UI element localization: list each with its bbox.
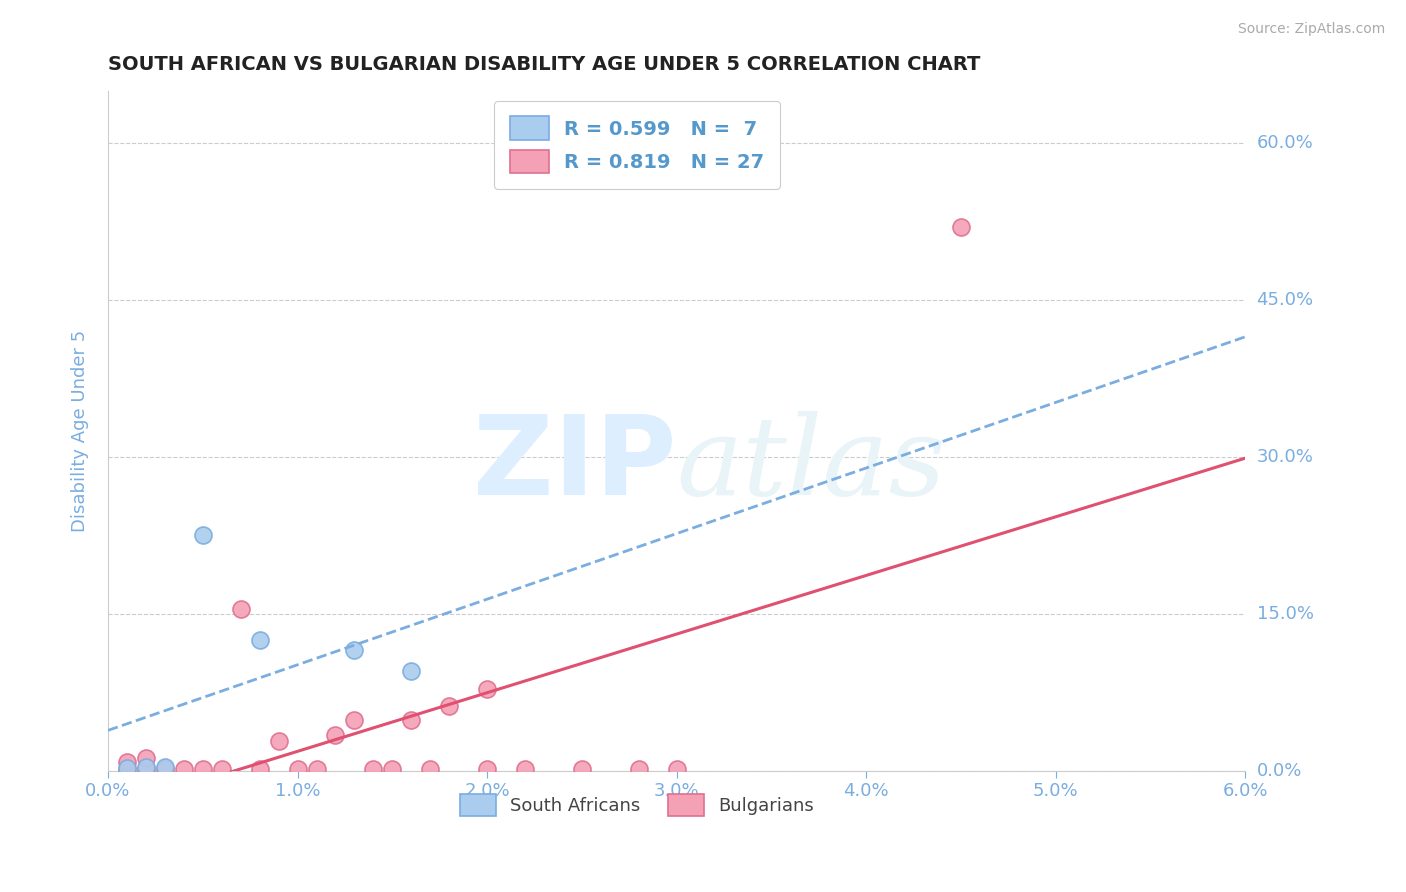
Point (665, 762, 688, 776)
Text: 45.0%: 45.0% (1257, 291, 1313, 310)
Point (191, 762, 214, 776)
Text: ZIP: ZIP (474, 411, 676, 518)
Point (401, 665, 423, 679)
Text: SOUTH AFRICAN VS BULGARIAN DISABILITY AGE UNDER 5 CORRELATION CHART: SOUTH AFRICAN VS BULGARIAN DISABILITY AG… (108, 55, 980, 74)
Point (229, 601, 252, 615)
Point (211, 762, 233, 776)
Point (267, 734, 290, 748)
Point (115, 760, 138, 774)
Text: 15.0%: 15.0% (1257, 605, 1313, 623)
Point (135, 751, 157, 765)
Point (475, 682, 498, 697)
Point (381, 762, 404, 776)
Point (325, 728, 347, 742)
Point (513, 762, 536, 776)
Point (115, 756, 138, 770)
Point (173, 762, 195, 776)
Point (343, 643, 366, 657)
Point (401, 714, 423, 728)
Text: 60.0%: 60.0% (1257, 135, 1313, 153)
Point (135, 762, 157, 776)
Point (249, 632, 271, 647)
Point (475, 762, 498, 776)
Text: 0.0%: 0.0% (1257, 762, 1302, 780)
Point (191, 528, 214, 542)
Text: atlas: atlas (676, 411, 946, 518)
Point (135, 759, 157, 773)
Point (343, 714, 366, 728)
Point (153, 759, 176, 773)
Y-axis label: Disability Age Under 5: Disability Age Under 5 (72, 330, 89, 532)
Text: 30.0%: 30.0% (1257, 448, 1313, 466)
Point (249, 762, 271, 776)
Legend: South Africans, Bulgarians: South Africans, Bulgarians (453, 787, 821, 822)
Point (627, 762, 650, 776)
Point (439, 698, 461, 713)
Text: Source: ZipAtlas.com: Source: ZipAtlas.com (1237, 22, 1385, 37)
Point (571, 762, 593, 776)
Point (115, 762, 138, 776)
Point (305, 762, 328, 776)
Point (950, 219, 973, 234)
Point (363, 762, 385, 776)
Point (287, 762, 309, 776)
Point (419, 762, 441, 776)
Point (153, 762, 176, 776)
